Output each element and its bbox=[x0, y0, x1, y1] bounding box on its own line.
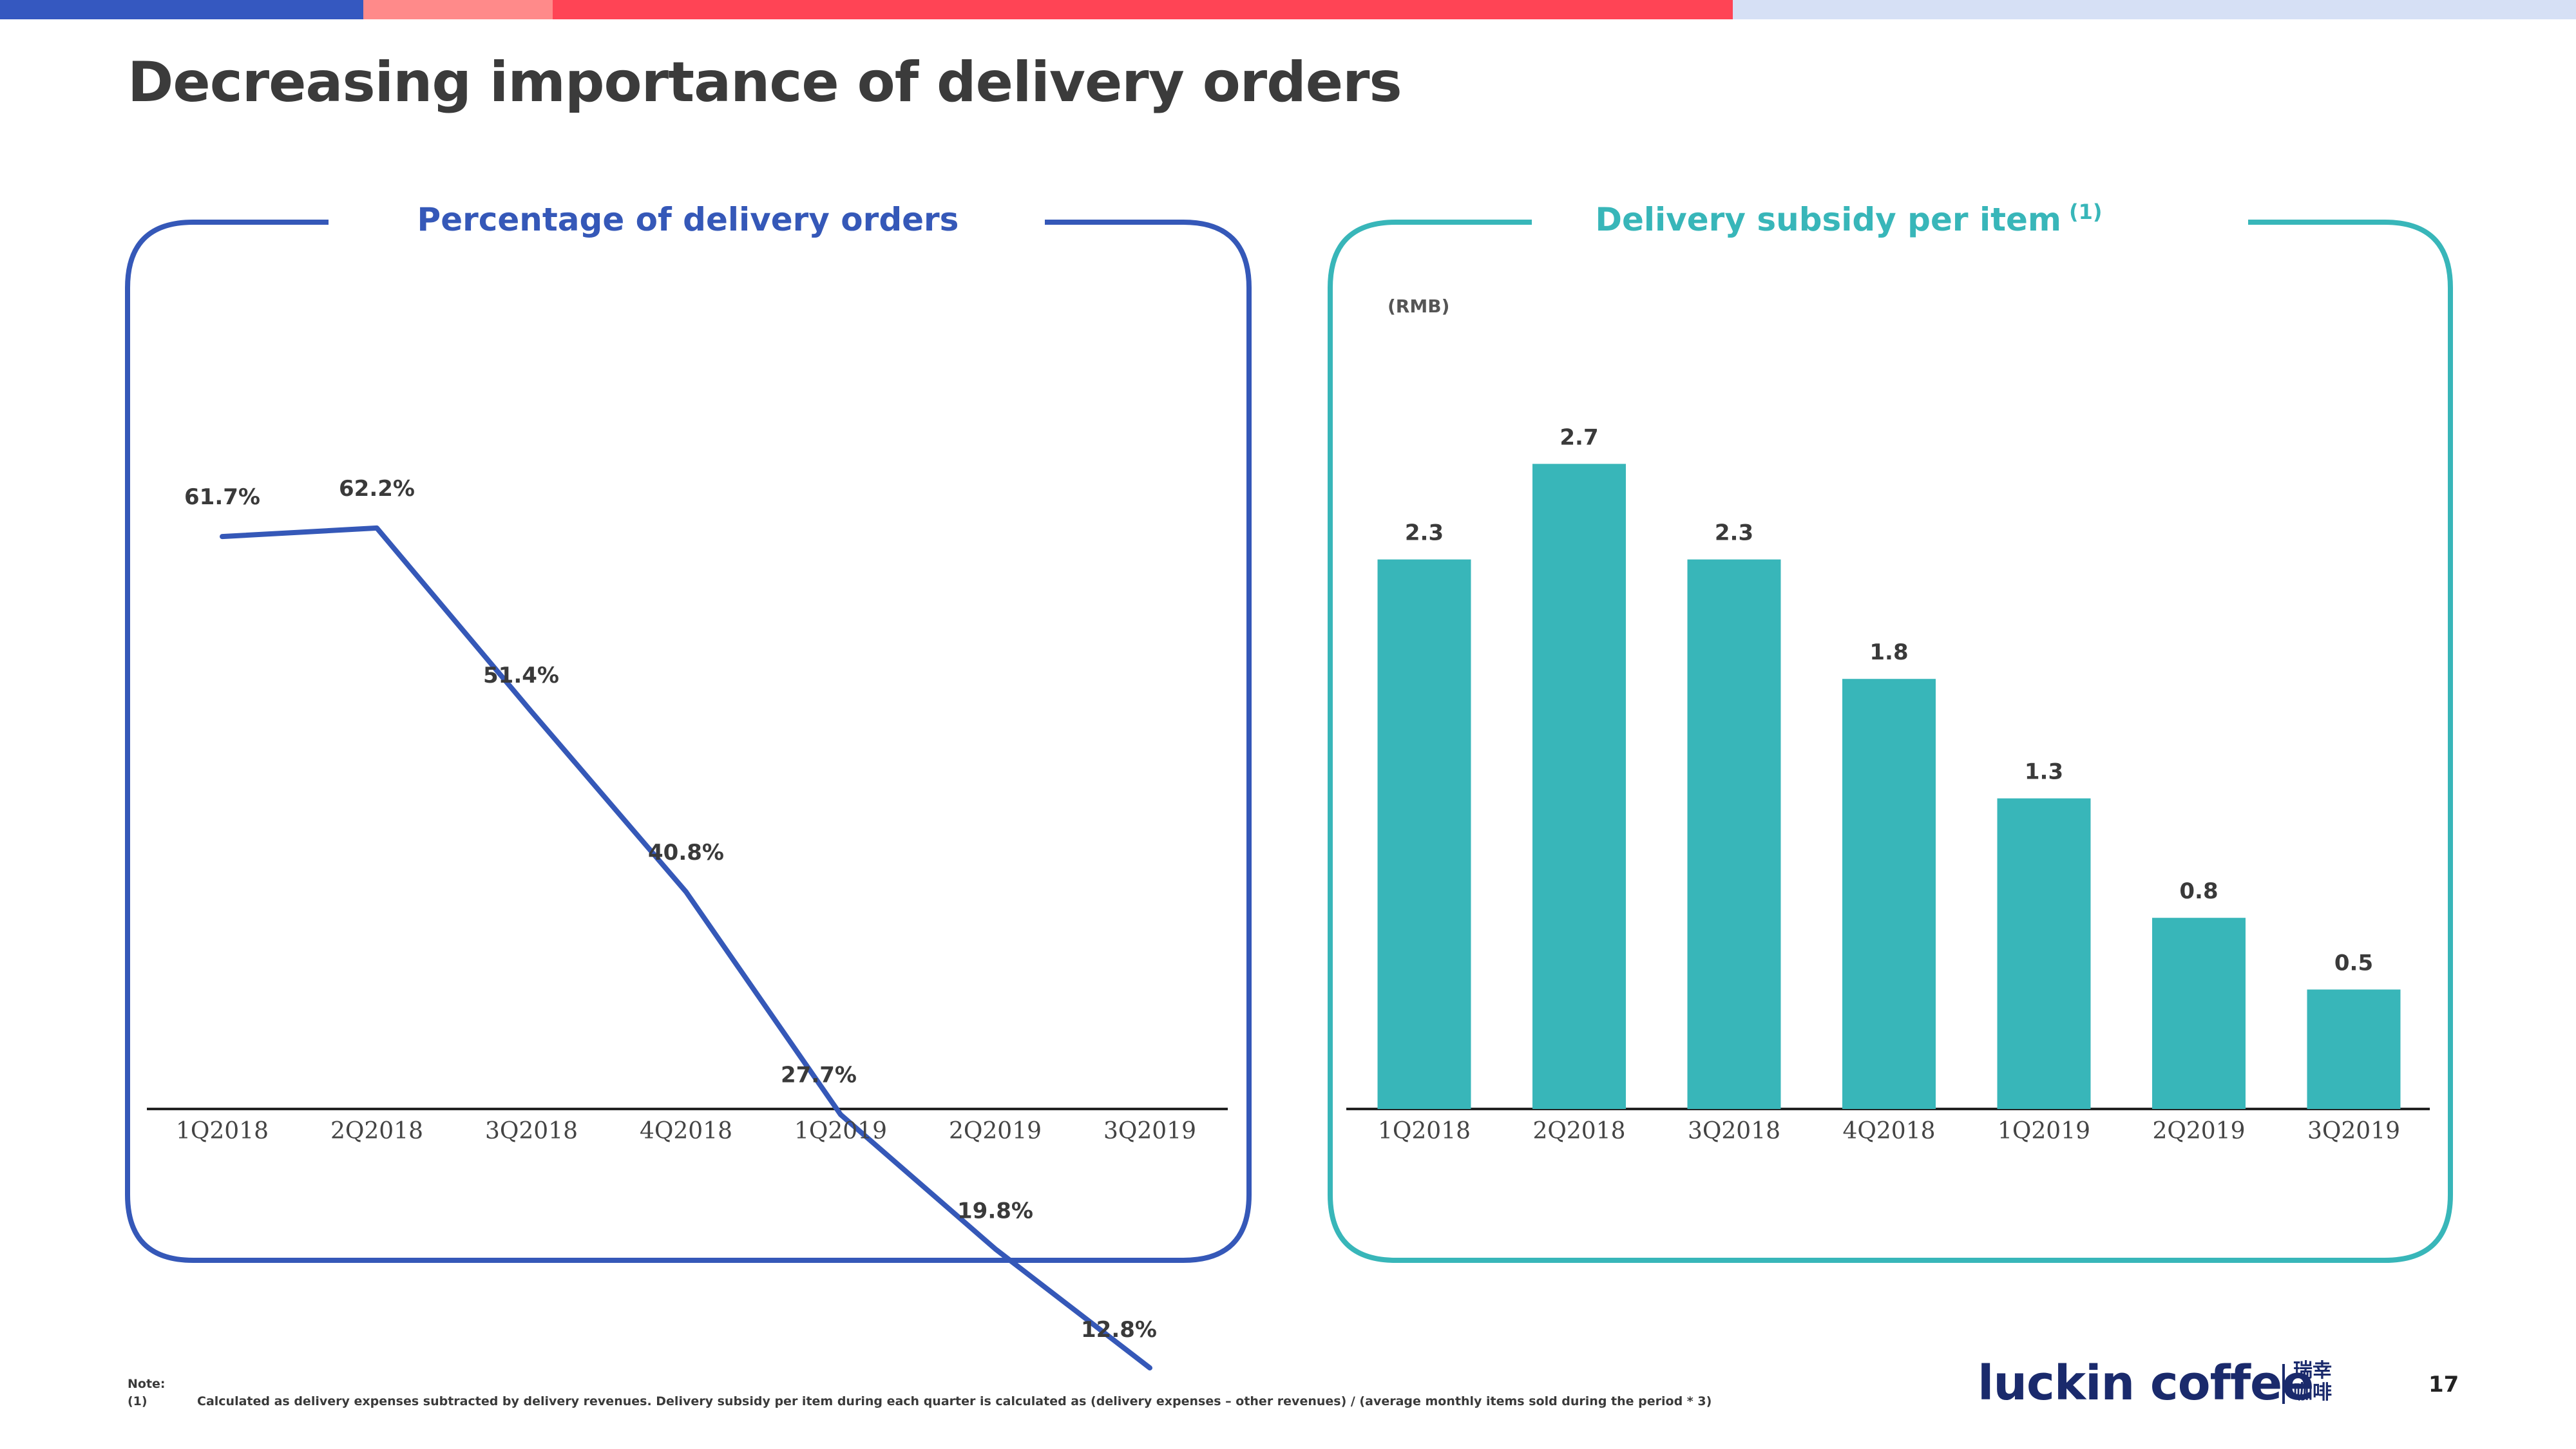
left-x-tick-label: 4Q2018 bbox=[640, 1118, 732, 1144]
right-data-label: 2.3 bbox=[1715, 520, 1753, 546]
left-series-line bbox=[220, 525, 1152, 1371]
left-x-tick-label: 3Q2019 bbox=[1103, 1118, 1196, 1144]
right-x-tick-label: 3Q2019 bbox=[2307, 1118, 2400, 1144]
left-x-tick-label: 2Q2018 bbox=[330, 1118, 423, 1144]
footnote-text: Calculated as delivery expenses subtract… bbox=[197, 1394, 1712, 1408]
left-chart-title: Percentage of delivery orders bbox=[417, 201, 959, 238]
right-bar bbox=[1687, 559, 1781, 1109]
right-x-tick-label: 1Q2019 bbox=[1998, 1118, 2090, 1144]
right-data-label: 2.3 bbox=[1405, 520, 1444, 546]
top-color-bar-4 bbox=[1733, 0, 2576, 19]
left-data-label: 51.4% bbox=[483, 663, 559, 688]
right-data-label: 0.5 bbox=[2334, 951, 2373, 976]
left-data-label: 62.2% bbox=[339, 476, 415, 502]
right-data-label: 1.8 bbox=[1869, 639, 1908, 665]
page-title: Decreasing importance of delivery orders bbox=[128, 50, 1402, 115]
left-x-tick-label: 3Q2018 bbox=[485, 1118, 578, 1144]
left-data-label: 19.8% bbox=[957, 1198, 1033, 1224]
right-bar bbox=[2152, 918, 2246, 1109]
right-data-label: 2.7 bbox=[1560, 424, 1598, 450]
right-bar bbox=[2307, 989, 2401, 1109]
right-x-tick-label: 1Q2018 bbox=[1378, 1118, 1471, 1144]
page-number: 17 bbox=[2428, 1372, 2459, 1397]
left-data-label: 27.7% bbox=[781, 1063, 857, 1088]
left-chart-marks: 61.7% 62.2% 51.4% 40.8% 27.7% 19.8% 12.8% 1Q201… bbox=[176, 476, 1196, 1371]
left-panel-frame bbox=[125, 220, 1252, 1263]
left-x-tick-label: 1Q2018 bbox=[176, 1118, 269, 1144]
left-x-tick-label: 1Q2019 bbox=[794, 1118, 887, 1144]
right-x-tick-label: 3Q2018 bbox=[1688, 1118, 1780, 1144]
left-data-label: 12.8% bbox=[1081, 1317, 1157, 1343]
right-data-label: 0.8 bbox=[2179, 878, 2218, 904]
right-bar bbox=[1842, 679, 1936, 1109]
brand-logo-divider bbox=[2282, 1364, 2285, 1404]
right-bar bbox=[1377, 559, 1471, 1109]
right-x-tick-label: 2Q2018 bbox=[1532, 1118, 1625, 1144]
right-x-tick-label: 2Q2019 bbox=[2152, 1118, 2245, 1144]
right-bar bbox=[1532, 464, 1626, 1109]
brand-logo: luckin coffee bbox=[1978, 1356, 2314, 1411]
top-color-bar-2 bbox=[363, 0, 553, 19]
right-chart-unit-label: (RMB) bbox=[1388, 296, 1449, 317]
top-color-bar-1 bbox=[0, 0, 363, 19]
brand-logo-cn: 瑞幸咖啡 bbox=[2293, 1359, 2332, 1404]
right-data-label: 1.3 bbox=[2025, 759, 2063, 785]
right-x-tick-label: 4Q2018 bbox=[1842, 1118, 1935, 1144]
right-chart-title-text: Delivery subsidy per item bbox=[1595, 201, 2061, 238]
right-panel-frame bbox=[1328, 220, 2453, 1263]
footnote-marker: (1) bbox=[128, 1394, 148, 1408]
left-x-tick-label: 2Q2019 bbox=[949, 1118, 1042, 1144]
right-chart-title-note: (1) bbox=[2069, 200, 2103, 224]
right-chart-title: Delivery subsidy per item (1) bbox=[1595, 200, 2102, 238]
right-chart-marks: 2.3 2.7 2.3 1.8 1.3 0.8 0.5 1Q2018 2Q2018 3Q2018 4… bbox=[1377, 424, 2401, 1144]
footnote-label: Note: bbox=[128, 1377, 166, 1391]
left-data-label: 40.8% bbox=[648, 840, 724, 866]
top-color-bar-3 bbox=[553, 0, 1733, 19]
right-bar bbox=[1997, 798, 2091, 1109]
left-data-label: 61.7% bbox=[184, 484, 260, 510]
